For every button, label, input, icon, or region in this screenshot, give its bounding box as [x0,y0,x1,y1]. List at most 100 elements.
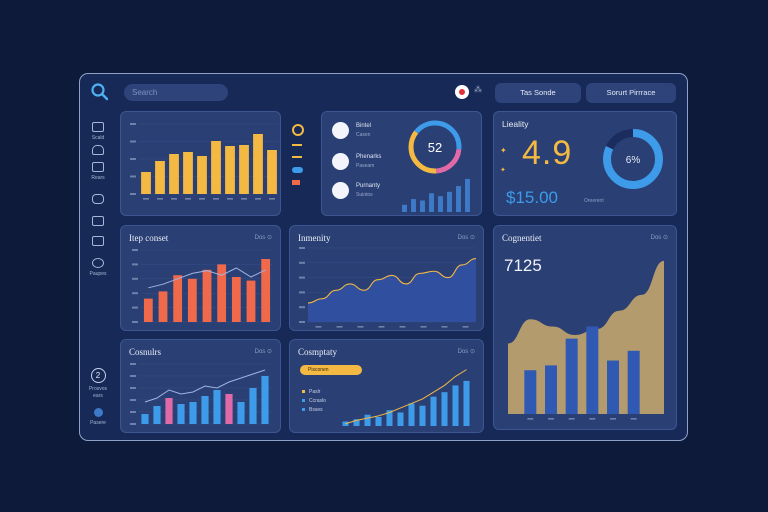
user-icon [332,122,349,139]
bar [627,350,640,414]
area-chart [299,247,477,328]
card-title: Inmenity [298,233,331,243]
sidebar-item-4[interactable] [80,194,116,204]
search-icon[interactable] [90,82,110,102]
y-tick [130,193,136,195]
trend-line [345,369,467,425]
sparkle-icon-2: ✦ [500,167,506,174]
bar [375,416,382,426]
bar [143,298,153,322]
x-tick [199,198,205,200]
y-tick [299,261,305,264]
x-tick [441,326,448,328]
y-tick [130,411,136,413]
legend-toggle[interactable] [292,167,303,173]
bar [447,191,452,212]
bar [169,154,179,194]
card-menu[interactable]: Dos ⊙ [457,349,475,355]
card-yellow-bars [120,111,281,216]
x-tick [213,198,219,200]
bar [173,275,183,322]
sidebar-item-5[interactable] [80,216,116,226]
x-tick [143,198,149,200]
card-title: Cognentiet [502,233,542,243]
sidebar-profile[interactable]: Pasere [80,408,116,426]
legend-ring-icon [292,124,304,136]
star-icon [92,258,104,268]
bar [408,403,415,426]
legend-swatch [292,180,300,185]
sidebar-item-6[interactable] [80,236,116,246]
x-tick [420,326,427,328]
chat-icon [92,162,104,172]
bar [253,134,263,194]
card-combo: Cognentiet Dos ⊙ 7125 [493,225,677,430]
card-menu[interactable]: Dos ⊙ [457,235,475,241]
sidebar-item-2[interactable] [80,145,116,155]
card-title: Cosmptaty [298,347,338,357]
growth-badge[interactable]: Pisconen [300,365,362,375]
record-icon[interactable] [455,85,469,99]
x-tick [357,326,364,328]
y-tick [299,291,305,294]
bar [586,326,599,414]
sidebar-help[interactable]: 2 Prosvos ears [80,368,116,399]
x-tick [269,198,275,200]
x-tick [630,418,637,420]
bar [463,380,470,426]
x-tick [527,418,534,420]
bar [402,204,407,212]
growth-chart [342,369,470,426]
bar [239,145,249,194]
bar [386,410,393,426]
card-menu[interactable]: Dos ⊙ [254,349,272,355]
card-menu[interactable]: Dos ⊙ [650,235,668,241]
sidebar-item-reports[interactable]: Rears [80,162,116,181]
sidebar-item-pages[interactable]: Paupes [80,258,116,277]
x-tick [315,326,322,328]
donut-value: 52 [428,140,442,155]
bar [261,376,269,424]
bar [545,365,557,414]
bar [155,161,165,194]
y-tick [130,363,136,365]
area-fill [308,258,476,322]
x-tick [171,198,177,200]
y-tick [132,277,138,280]
bar [353,419,360,426]
x-tick [610,418,616,420]
header-button-1[interactable]: Tas Sonde [495,83,581,103]
y-tick [132,321,138,323]
y-tick [299,276,305,279]
header-button-2[interactable]: Sorurt Pirrrace [586,83,676,103]
card-area: Inmenity Dos ⊙ [289,225,484,331]
notification-icon[interactable]: ⁂ [474,85,482,94]
y-tick [299,247,305,249]
card-growth: Cosmptaty Dos ⊙ Pisconen Paslr Ccraslo B… [289,339,484,433]
bar [364,414,371,426]
phone-icon [332,153,349,170]
sidebar: Scald Rears Paupes 2 Prosvos ears P [80,110,116,440]
bar [187,278,197,322]
card-blue-bars: Cosnulrs Dos ⊙ [120,339,281,433]
card-menu[interactable]: Dos ⊙ [254,235,272,241]
bar [165,398,173,424]
bar [189,402,197,424]
sidebar-item-dashboard[interactable]: Scald [80,122,116,141]
x-tick [548,418,554,420]
search-input[interactable]: Search [124,84,228,101]
bar [237,402,245,424]
list-item: Ccraslo [302,389,326,404]
bar [158,291,168,322]
x-tick [589,418,596,420]
x-tick [241,198,247,200]
bar [565,338,578,414]
bar [183,152,193,194]
donut-label: 6% [626,155,641,166]
combo-value: 7125 [504,256,542,275]
x-tick [336,326,343,328]
bar [153,406,161,424]
x-tick [378,326,385,328]
dashboard-frame: Search ⁂ Tas Sonde Sorurt Pirrrace Scald… [79,73,688,441]
car-icon [332,182,349,199]
